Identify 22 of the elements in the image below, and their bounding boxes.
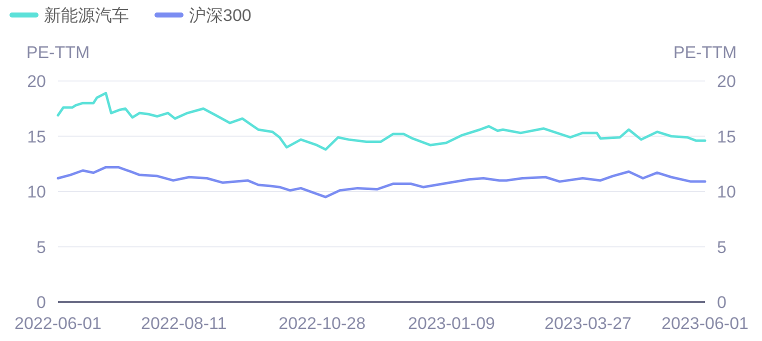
y-tick-label: 10 [27,182,46,202]
x-tick-label: 2023-03-27 [544,314,632,333]
x-tick-label: 2022-08-11 [141,314,227,333]
x-tick-label: 2022-06-01 [14,314,102,333]
y2-tick-label: 10 [717,182,736,202]
legend-label: 新能源汽车 [44,6,129,25]
line-series [56,92,706,151]
y-axis-title: PE-TTM [26,43,90,62]
y-tick-label: 20 [27,72,46,91]
y-tick-label: 15 [27,127,46,146]
line-series [56,166,706,198]
x-tick-label: 2022-10-28 [278,314,366,333]
y-tick-label: 0 [36,293,46,312]
y2-tick-label: 20 [717,72,736,91]
legend-label: 沪深300 [189,6,252,25]
y-tick-label: 5 [36,238,46,257]
y2-tick-label: 5 [717,238,726,257]
x-tick-label: 2023-01-09 [408,314,495,333]
y2-tick-label: 15 [717,127,736,146]
y2-tick-label: 0 [717,293,726,312]
x-tick-label: 2023-06-01 [662,314,748,333]
y2-axis-title: PE-TTM [673,43,737,62]
